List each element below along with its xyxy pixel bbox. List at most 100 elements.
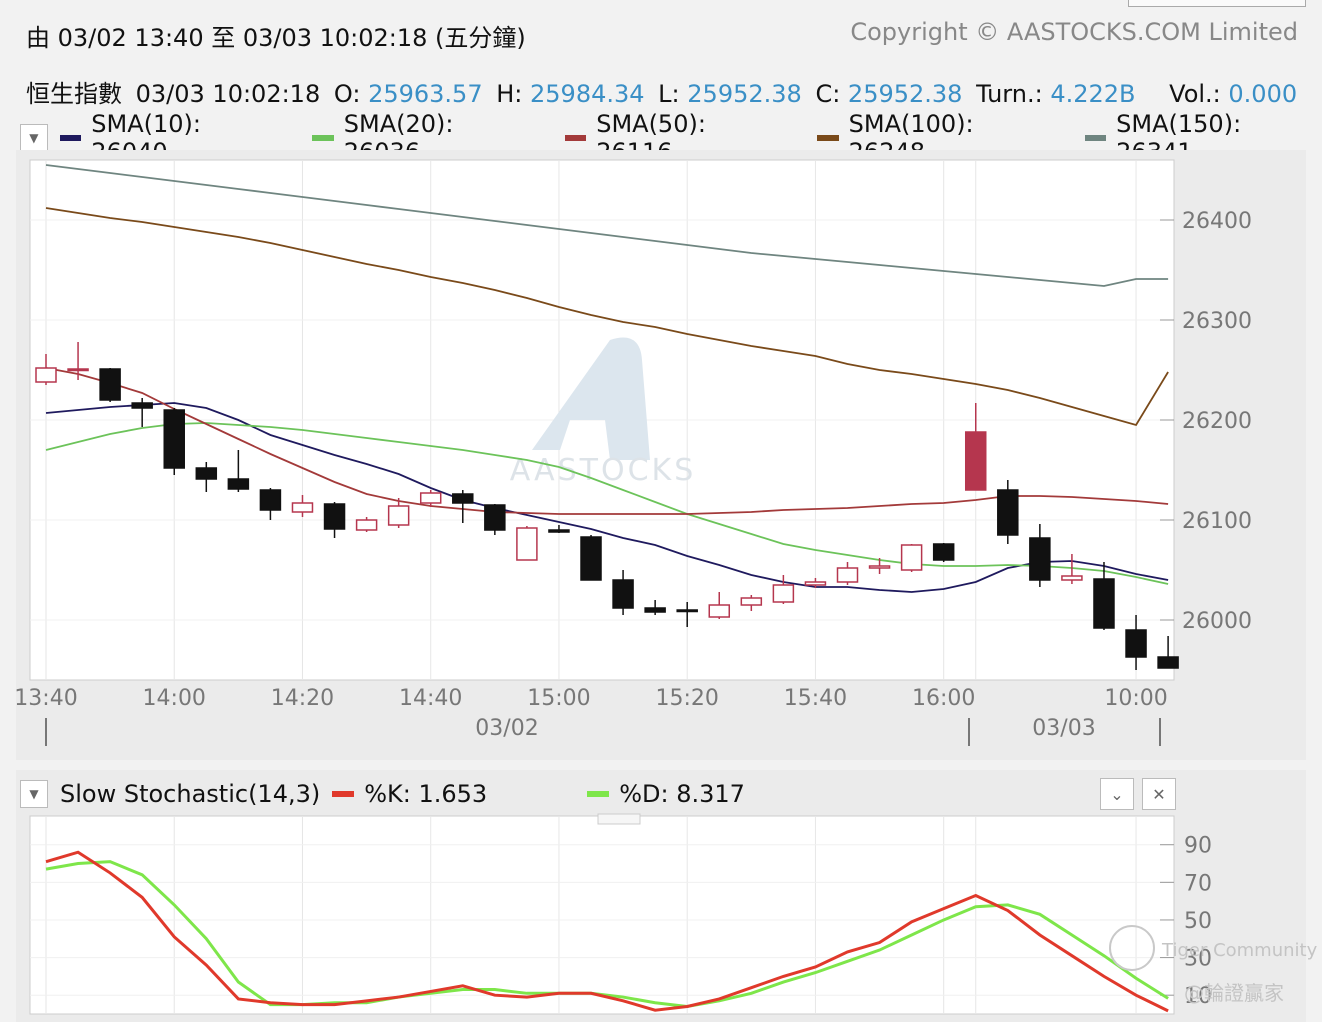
candle: [259, 488, 282, 520]
date-label: 03/02: [475, 716, 538, 741]
candle: [997, 480, 1019, 544]
y-axis-label: 26400: [1182, 209, 1252, 234]
chevron-down-icon: ▼: [29, 131, 39, 145]
x-axis-label: 16:00: [912, 686, 975, 711]
date-label: 03/03: [1032, 716, 1095, 741]
time-range-label: 由 03/02 13:40 至 03/03 10:02:18 (五分鐘): [26, 24, 526, 52]
close-indicator-button[interactable]: ✕: [1142, 778, 1176, 810]
stoch-series-line: [45, 860, 1169, 1008]
legend-k: %K: 1.653: [332, 780, 487, 808]
legend-swatch: [1084, 135, 1107, 141]
candle-body: [740, 597, 763, 606]
candle-body: [484, 504, 506, 531]
candle: [387, 498, 410, 528]
legend-d: %D: 8.317: [587, 780, 745, 808]
low-label: L:: [658, 80, 680, 108]
candle-body: [131, 402, 153, 409]
candle-body: [163, 409, 185, 469]
stoch-y-axis-label: 10: [1184, 984, 1212, 1009]
legend-swatch: [332, 791, 355, 797]
candle: [484, 504, 506, 535]
candle: [772, 575, 795, 604]
low-value: 25952.38: [687, 80, 802, 108]
x-axis-label: 15:00: [527, 686, 590, 711]
legend-sma10-label: SMA(10): 26040: [91, 110, 202, 166]
candle: [676, 602, 698, 627]
index-name: 恒生指數: [26, 80, 122, 108]
candle-body: [1093, 578, 1115, 629]
candle-body: [1061, 575, 1083, 581]
overlay-dropdown-button[interactable]: ▼: [20, 124, 48, 152]
y-axis-label: 26000: [1182, 609, 1252, 634]
indicator-dropdown-button[interactable]: ▼: [20, 780, 48, 808]
legend-sma20: SMA(20): 26036: [312, 110, 534, 166]
legend-sma150-label: SMA(150): 26341: [1116, 110, 1242, 166]
x-axis-label: 15:40: [784, 686, 847, 711]
open-label: O:: [333, 80, 361, 108]
candle-body: [676, 609, 698, 613]
candle-body: [99, 368, 121, 401]
volume-label: Vol.:: [1169, 80, 1221, 108]
legend-sma100: SMA(100): 26248: [816, 110, 1055, 166]
candle: [99, 368, 121, 402]
candle-body: [195, 467, 218, 480]
candle-body: [997, 489, 1019, 536]
volume-value: 0.000: [1228, 80, 1298, 108]
candle-body: [1125, 629, 1147, 658]
candle: [964, 403, 987, 491]
x-axis-label: 14:20: [271, 686, 334, 711]
quote-line: 恒生指數 03/03 10:02:18 O: 25963.57 H: 25984…: [26, 74, 1297, 109]
candle-body: [323, 503, 346, 530]
candle-body: [548, 529, 570, 533]
indicator-controls: ⌄ ✕: [1100, 778, 1184, 810]
candle-body: [291, 502, 314, 513]
candle: [804, 578, 827, 588]
x-axis-label: 14:40: [399, 686, 462, 711]
chevron-down-icon: ▼: [29, 787, 39, 801]
candle: [708, 592, 731, 619]
candle-body: [1157, 656, 1179, 669]
candle: [644, 600, 666, 615]
candle-body: [355, 519, 378, 531]
tiger-community-watermark: Tiger Community: [1161, 940, 1318, 961]
window-tabs: [1128, 0, 1306, 7]
candle: [868, 558, 891, 574]
open-value: 25963.57: [368, 80, 483, 108]
turnover-label: Turn.:: [976, 80, 1043, 108]
aastocks-watermark: AASTOCKS: [510, 453, 697, 488]
candle-body: [900, 544, 923, 571]
candle: [580, 535, 602, 581]
y-axis-label: 26200: [1182, 409, 1252, 434]
stochastic-title: Slow Stochastic(14,3): [60, 780, 321, 808]
candle-body: [387, 505, 410, 526]
sma-line: [45, 367, 1169, 515]
main-panel-background: [16, 150, 1306, 760]
legend-sma100-label: SMA(100): 26248: [848, 110, 974, 166]
copyright-notice: Copyright © AASTOCKS.COM Limited: [850, 18, 1298, 46]
candle: [1061, 554, 1083, 584]
y-axis-label: 26300: [1182, 309, 1252, 334]
y-axis-label: 26100: [1182, 509, 1252, 534]
candle: [900, 544, 923, 572]
candle-body: [1029, 537, 1051, 581]
legend-d-label: %D: 8.317: [619, 780, 745, 808]
candle-body: [35, 367, 57, 383]
chevron-down-icon: ⌄: [1110, 784, 1124, 804]
candle: [836, 562, 859, 585]
high-value: 25984.34: [530, 80, 645, 108]
candle: [67, 342, 89, 380]
candle: [452, 490, 474, 523]
stochastic-legend: ▼ Slow Stochastic(14,3) %K: 1.653 %D: 8.…: [20, 776, 775, 812]
candle: [1157, 636, 1179, 669]
legend-sma150: SMA(150): 26341: [1084, 110, 1322, 166]
candle-body: [868, 565, 891, 569]
legend-sma50-label: SMA(50): 26116: [596, 110, 706, 166]
candle-body: [452, 493, 474, 504]
candle: [548, 525, 570, 533]
candle-body: [227, 478, 250, 490]
candle: [35, 354, 57, 385]
candle-body: [836, 567, 859, 583]
sma-line: [45, 422, 1169, 585]
collapse-button[interactable]: ⌄: [1100, 778, 1134, 810]
close-icon: ✕: [1152, 784, 1166, 804]
